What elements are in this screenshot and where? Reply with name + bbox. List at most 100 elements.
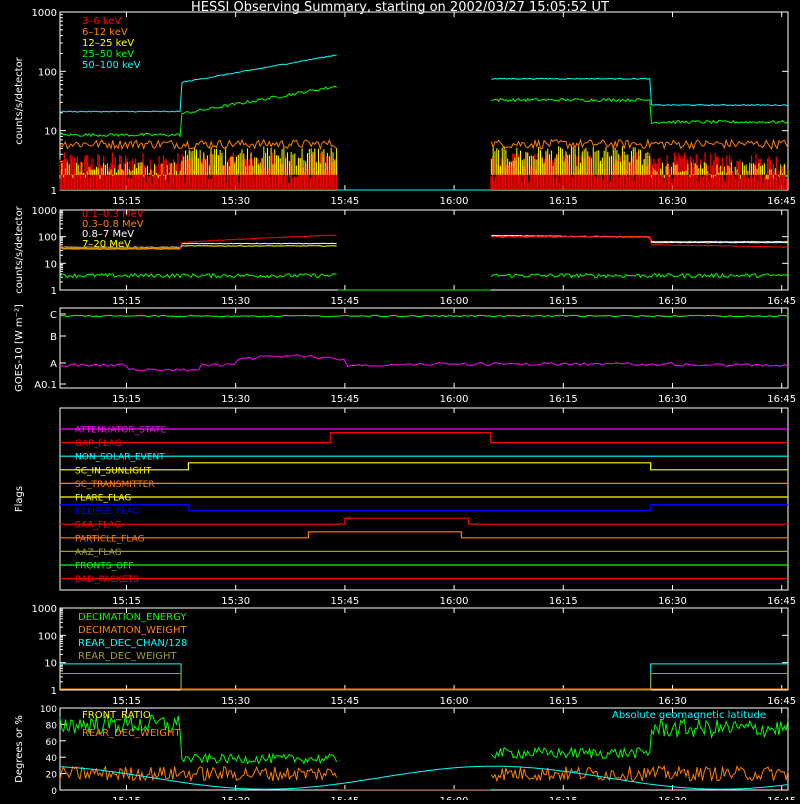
- x-tick-label: 16:15: [549, 796, 578, 800]
- flag-label: GAP_FLAG: [75, 439, 121, 449]
- x-tick-label: 16:30: [658, 296, 687, 307]
- series-50-100kev-line: [59, 54, 789, 113]
- x-tick-label: 16:45: [767, 596, 796, 607]
- x-tick-label: 16:45: [767, 696, 796, 707]
- y-tick-label: 40: [46, 754, 58, 764]
- x-tick-label: 16:00: [440, 796, 469, 800]
- y-tick-label: 100: [38, 631, 57, 642]
- x-tick-label: 16:45: [767, 394, 796, 405]
- legend-entry: REAR_DEC_CHAN/128: [78, 638, 187, 649]
- legend-entry: 25–50 keV: [82, 49, 134, 60]
- rear-dec-chan-line: [60, 663, 788, 691]
- x-tick-label: 16:15: [549, 696, 578, 707]
- front-ratio-green-line: [59, 714, 789, 765]
- x-tick-label: 16:45: [767, 196, 796, 207]
- x-tick-label: 16:00: [440, 394, 469, 405]
- y-tick-label: 60: [46, 738, 58, 748]
- y-axis-label: counts/s/detector: [14, 205, 25, 293]
- flag-line: [60, 517, 788, 525]
- flag-line: [60, 432, 788, 444]
- legend-entry: DECIMATION_ENERGY: [78, 612, 187, 623]
- x-tick-label: 15:15: [112, 196, 141, 207]
- flag-label: FLARE_FLAG: [75, 494, 131, 504]
- flag-label: ATTENUATOR_STATE: [75, 426, 167, 436]
- y-tick-label: 80: [46, 721, 58, 731]
- y-tick-label: 10: [44, 659, 57, 670]
- x-tick-label: 15:30: [221, 696, 250, 707]
- x-tick-label: 15:15: [112, 296, 141, 307]
- y-tick-label: 10: [44, 127, 57, 138]
- y-axis-label: GOES-10 [W m⁻²]: [14, 304, 25, 392]
- x-tick-label: 15:15: [112, 796, 141, 800]
- x-tick-label: 15:30: [221, 296, 250, 307]
- legend-entry: 50–100 keV: [82, 60, 141, 71]
- legend-entry: 0.1–0.3 MeV: [82, 209, 144, 220]
- series-6-12kev-line: [59, 137, 789, 151]
- flag-label: SAA_FLAG: [75, 521, 121, 531]
- y-tick-label: A0.1: [34, 380, 57, 391]
- y-axis-label: Flags: [14, 486, 25, 512]
- x-tick-label: 15:15: [112, 394, 141, 405]
- y-axis-label: counts/s/detector: [14, 56, 25, 144]
- flag-label: AAZ_FLAG: [75, 548, 122, 558]
- y-tick-label: 20: [46, 771, 58, 781]
- goes-short-line: [59, 354, 789, 372]
- series-rear-dec-weight-line: [59, 764, 789, 783]
- x-tick-label: 15:30: [221, 196, 250, 207]
- x-tick-label: 15:45: [330, 394, 359, 405]
- y-tick-label: 0: [51, 787, 57, 797]
- rear-dec-weight-line: [60, 673, 788, 691]
- flag-label: FRONTS_OFF: [75, 562, 133, 572]
- y-tick-label: 1000: [32, 604, 57, 615]
- legend-entry: 7–20 MeV: [82, 239, 131, 250]
- y-tick-label: 100: [38, 67, 57, 78]
- legend-entry: DECIMATION_WEIGHT: [78, 625, 187, 636]
- goes-long-line: [59, 314, 789, 318]
- y-tick-label: 1000: [32, 206, 57, 217]
- panel-frame-2: [59, 307, 789, 389]
- legend-entry: REAR_DEC_WEIGHT: [78, 651, 177, 662]
- x-tick-label: 16:45: [767, 296, 796, 307]
- x-tick-label: 15:45: [330, 596, 359, 607]
- y-tick-label: A: [50, 359, 57, 370]
- x-tick-label: 15:45: [330, 696, 359, 707]
- x-tick-label: 15:30: [221, 796, 250, 800]
- legend-entry: 3–6 keV: [82, 16, 121, 27]
- legend-entry: Absolute geomagnetic latitude: [612, 710, 766, 721]
- y-tick-label: 1: [51, 286, 57, 297]
- flag-line: [60, 504, 788, 512]
- y-tick-label: 1: [51, 186, 57, 197]
- x-tick-label: 16:00: [440, 296, 469, 307]
- series-0.1-0.3mev-line: [59, 234, 788, 249]
- legend-entry: FRONT_RATIO: [82, 710, 151, 721]
- legend-entry: 12–25 keV: [82, 38, 134, 49]
- flag-label: PARTICLE_FLAG: [75, 534, 145, 544]
- y-tick-label: B: [50, 332, 57, 343]
- flag-label: NON_SOLAR_EVENT: [75, 453, 165, 463]
- series-geomag-latitude-line: [59, 765, 789, 790]
- legend-entry: REAR_DEC_WEIGHT: [82, 728, 181, 739]
- y-tick-label: 100: [40, 705, 57, 715]
- x-tick-label: 16:00: [440, 696, 469, 707]
- x-tick-label: 15:30: [221, 596, 250, 607]
- x-tick-label: 16:45: [767, 796, 796, 800]
- x-tick-label: 16:00: [440, 596, 469, 607]
- y-axis-label: Degrees or %: [14, 715, 25, 783]
- x-tick-label: 16:30: [658, 696, 687, 707]
- series-high-green-line: [59, 272, 789, 279]
- x-tick-label: 16:15: [549, 196, 578, 207]
- y-tick-label: 100: [38, 233, 57, 244]
- y-tick-label: C: [50, 310, 57, 321]
- flag-label: BAD_PACKETS: [75, 575, 139, 585]
- x-tick-label: 15:30: [221, 394, 250, 405]
- x-tick-label: 16:30: [658, 394, 687, 405]
- legend-entry: 0.3–0.8 MeV: [82, 219, 144, 230]
- x-tick-label: 16:00: [440, 196, 469, 207]
- x-tick-label: 16:15: [549, 394, 578, 405]
- x-tick-label: 15:45: [330, 196, 359, 207]
- flag-label: SC_TRANSMITTER: [75, 480, 155, 490]
- x-tick-label: 15:15: [112, 596, 141, 607]
- flag-label: ECLIPSE_FLAG: [75, 507, 139, 517]
